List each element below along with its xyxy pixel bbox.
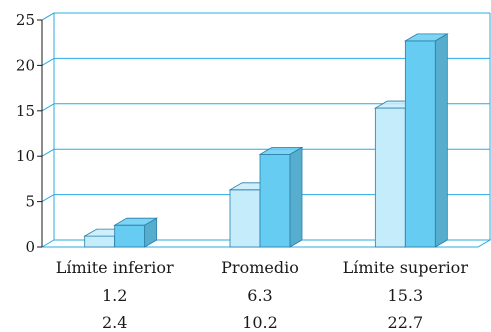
x-tick-label: Límite inferior: [56, 258, 174, 277]
gridline-side: [41, 12, 55, 21]
data-value-label: 6.3: [247, 286, 272, 305]
gridline-side: [41, 103, 55, 112]
data-value-label: 2.4: [102, 313, 127, 332]
gridline-side: [41, 194, 55, 203]
bar: [374, 107, 406, 248]
bar: [259, 153, 291, 248]
data-value-label: 1.2: [102, 286, 127, 305]
bar-side: [289, 146, 303, 248]
bar: [229, 189, 261, 248]
data-value-label: 15.3: [388, 286, 424, 305]
gridline-side: [41, 148, 55, 157]
y-tick-label: 20: [16, 56, 35, 74]
bar-side: [144, 217, 158, 248]
data-value-label: 10.2: [242, 313, 278, 332]
x-tick-label: Promedio: [221, 258, 299, 277]
bar: [114, 224, 146, 248]
row-mark: 1: [0, 313, 2, 332]
y-tick-label: 15: [16, 102, 35, 120]
y-tick-label: 25: [16, 11, 35, 29]
data-value-label: 22.7: [388, 313, 424, 332]
bar: [404, 40, 436, 248]
gridline-side: [41, 57, 55, 66]
y-tick-label: 0: [25, 238, 35, 256]
bar-side: [434, 33, 448, 248]
x-tick-label: Límite superior: [343, 258, 469, 277]
y-tick-label: 5: [25, 193, 35, 211]
y-tick-label: 10: [16, 147, 35, 165]
bar: [84, 235, 116, 248]
